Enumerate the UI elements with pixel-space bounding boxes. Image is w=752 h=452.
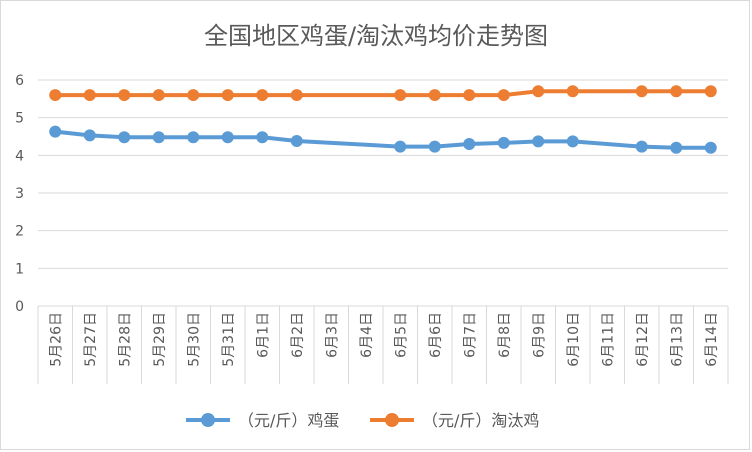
- legend-item-egg: （元/斤）鸡蛋: [186, 404, 339, 434]
- data-point: [704, 141, 717, 154]
- x-tick-label: 6月14日: [704, 312, 720, 367]
- data-point: [256, 89, 269, 102]
- x-tick-label: 6月13日: [669, 312, 685, 367]
- x-tick-label: 5月27日: [83, 312, 99, 367]
- data-point: [704, 85, 717, 98]
- y-tick-label: 5: [15, 111, 24, 127]
- data-point: [497, 136, 510, 149]
- legend-label-culled-hen: （元/斤）淘汰鸡: [422, 411, 540, 430]
- data-point: [670, 85, 683, 98]
- x-tick-label: 6月6日: [428, 312, 444, 358]
- data-point: [532, 135, 545, 148]
- data-point: [463, 138, 476, 151]
- data-point: [497, 89, 510, 102]
- y-tick-label: 2: [15, 224, 24, 240]
- x-tick-label: 6月9日: [531, 312, 547, 358]
- data-point: [670, 141, 683, 154]
- data-point: [635, 85, 648, 98]
- data-point: [463, 89, 476, 102]
- x-tick-label: 6月12日: [635, 312, 651, 367]
- data-point: [428, 89, 441, 102]
- x-tick-label: 5月30日: [186, 312, 202, 367]
- data-point: [428, 140, 441, 153]
- data-point: [635, 140, 648, 153]
- legend: （元/斤）鸡蛋 （元/斤）淘汰鸡: [0, 404, 752, 434]
- data-point: [290, 135, 303, 148]
- data-point: [152, 131, 165, 144]
- data-point: [83, 89, 96, 102]
- x-tick-label: 5月26日: [48, 312, 64, 367]
- x-tick-label: 6月5日: [393, 312, 409, 358]
- legend-item-culled-hen: （元/斤）淘汰鸡: [370, 404, 539, 434]
- legend-label-egg: （元/斤）鸡蛋: [238, 411, 340, 430]
- data-point: [83, 129, 96, 142]
- y-tick-label: 6: [15, 73, 24, 89]
- x-tick-label: 6月2日: [290, 312, 306, 358]
- y-tick-label: 0: [15, 299, 24, 315]
- y-tick-label: 1: [15, 261, 24, 277]
- data-point: [152, 89, 165, 102]
- data-point: [49, 125, 62, 138]
- data-point: [566, 85, 579, 98]
- y-tick-label: 4: [15, 148, 24, 164]
- chart-title: 全国地区鸡蛋/淘汰鸡均价走势图: [203, 22, 549, 50]
- data-point: [187, 89, 200, 102]
- data-point: [256, 131, 269, 144]
- data-point: [49, 89, 62, 102]
- y-tick-label: 3: [15, 186, 24, 202]
- data-point: [290, 89, 303, 102]
- x-tick-label: 5月31日: [221, 312, 237, 367]
- legend-swatch-egg: [186, 404, 230, 434]
- data-point: [394, 89, 407, 102]
- data-point: [566, 135, 579, 148]
- x-tick-label: 6月11日: [600, 312, 616, 367]
- data-point: [221, 89, 234, 102]
- data-point: [221, 131, 234, 144]
- legend-swatch-culled-hen: [370, 404, 414, 434]
- data-point: [187, 131, 200, 144]
- x-tick-label: 5月28日: [117, 312, 133, 367]
- data-point: [118, 89, 131, 102]
- data-point: [394, 140, 407, 153]
- x-tick-label: 6月1日: [255, 312, 271, 358]
- x-tick-label: 6月8日: [497, 312, 513, 358]
- x-tick-label: 6月4日: [359, 312, 375, 358]
- x-tick-label: 5月29日: [152, 312, 168, 367]
- data-point: [532, 85, 545, 98]
- x-tick-label: 6月3日: [324, 312, 340, 358]
- x-tick-label: 6月7日: [462, 312, 478, 358]
- x-tick-label: 6月10日: [566, 312, 582, 367]
- data-point: [118, 131, 131, 144]
